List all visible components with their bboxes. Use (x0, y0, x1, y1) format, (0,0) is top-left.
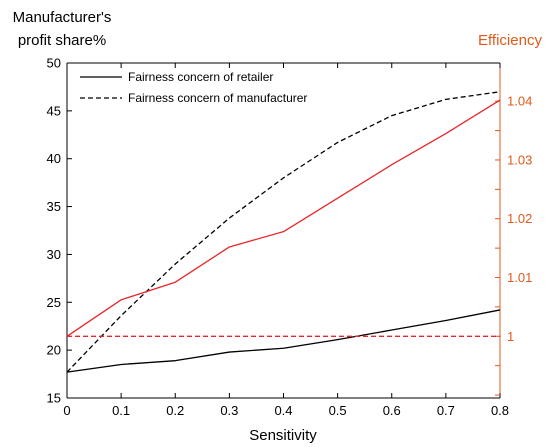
left-y-tick-label: 50 (47, 56, 61, 71)
x-tick-label: 0.2 (166, 403, 184, 418)
right-axis-title: Efficiency (478, 32, 542, 49)
x-tick-label: 0 (63, 403, 70, 418)
left-y-tick-label: 25 (47, 295, 61, 310)
right-y-tick-label: 1 (507, 329, 514, 344)
left-y-tick-label: 30 (47, 247, 61, 262)
right-y-tick-label: 1.03 (507, 152, 532, 167)
legend: Fairness concern of retailer Fairness con… (80, 70, 307, 105)
left-y-tick-label: 40 (47, 151, 61, 166)
series-line-1 (66, 91, 501, 373)
legend-label: Fairness concern of manufacturer (128, 91, 307, 105)
legend-label: Fairness concern of retailer (128, 70, 273, 84)
plot-area: 0 0.1 0.2 0.3 0.4 0.5 0.6 0.7 0.8 15 20 25 30 35 40 45 5… (47, 56, 533, 419)
left-y-tick-label: 45 (47, 103, 61, 118)
right-y-tick-label: 1.02 (507, 211, 532, 226)
x-tick-label: 0.6 (383, 403, 401, 418)
x-tick-label: 0.7 (437, 403, 455, 418)
left-axis-title-line-2: profit share% (18, 32, 106, 49)
x-tick-label: 0.5 (329, 403, 347, 418)
left-y-tick-label: 20 (47, 343, 61, 358)
left-y-tick-label: 15 (47, 391, 61, 406)
x-tick-label: 0.8 (491, 403, 509, 418)
right-y-tick-label: 1.04 (507, 94, 532, 109)
left-axis-title-line-1: Manufacturer's (13, 9, 112, 26)
series-line-2 (66, 99, 501, 337)
x-tick-label: 0.4 (274, 403, 292, 418)
x-tick-label: 0.3 (220, 403, 238, 418)
series-line-0 (66, 309, 501, 373)
x-tick-label: 0.1 (112, 403, 130, 418)
left-y-tick-label: 35 (47, 199, 61, 214)
x-axis-title: Sensitivity (249, 427, 317, 444)
right-y-tick-label: 1.01 (507, 270, 532, 285)
